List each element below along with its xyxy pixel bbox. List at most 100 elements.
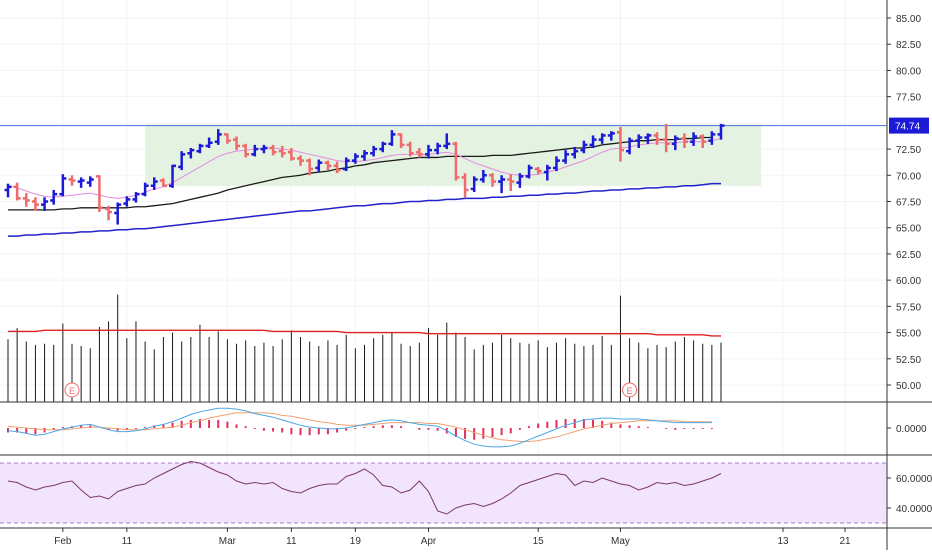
ohlc-bar xyxy=(59,174,67,197)
price-tick-label: 80.00 xyxy=(896,66,921,77)
ohlc-bar xyxy=(297,155,305,166)
ohlc-bar xyxy=(671,135,679,151)
ohlc-bar xyxy=(534,166,542,175)
ohlc-bar xyxy=(543,164,551,181)
x-tick-label: 19 xyxy=(350,536,362,547)
ohlc-bar xyxy=(690,132,698,146)
ma-mid-line xyxy=(8,136,712,211)
ohlc-bar xyxy=(278,145,286,158)
ohlc-bar xyxy=(132,192,140,203)
volume-ma-line xyxy=(8,329,721,337)
x-tick-label: 15 xyxy=(533,536,545,547)
x-tick-label: May xyxy=(611,536,630,547)
grid-lines xyxy=(0,0,887,528)
ohlc-bar xyxy=(223,133,231,144)
ohlc-bar xyxy=(31,197,39,211)
rsi-tick-label: 40.0000 xyxy=(896,504,932,515)
ohlc-bar xyxy=(86,176,94,187)
price-tick-label: 60.00 xyxy=(896,276,921,287)
ohlc-bar xyxy=(644,133,652,144)
x-tick-label: 11 xyxy=(286,536,297,547)
price-bars xyxy=(4,123,725,225)
ohlc-bar xyxy=(580,140,588,154)
ohlc-bar xyxy=(488,173,496,187)
ohlc-bar xyxy=(214,129,222,145)
rsi-line xyxy=(7,460,722,515)
price-tick-label: 55.00 xyxy=(896,329,921,340)
ohlc-bar xyxy=(434,142,442,155)
ma-slow-line xyxy=(8,182,721,237)
ohlc-bar xyxy=(708,131,716,145)
ohlc-bar xyxy=(41,197,49,211)
x-tick-label: 13 xyxy=(777,536,789,547)
ohlc-bar xyxy=(242,143,250,158)
earnings-label: E xyxy=(627,386,633,396)
ohlc-bar xyxy=(287,148,295,161)
range-box xyxy=(0,124,887,186)
ohlc-bar xyxy=(406,141,414,157)
ohlc-bar xyxy=(361,150,368,161)
ohlc-bar xyxy=(68,175,76,186)
rsi-panel xyxy=(0,460,887,524)
ohlc-bar xyxy=(653,132,661,145)
ohlc-bar xyxy=(461,173,469,198)
ohlc-bar xyxy=(233,136,241,151)
ohlc-bar xyxy=(680,133,688,149)
earnings-label: E xyxy=(69,386,75,396)
rsi-band xyxy=(0,463,887,523)
ohlc-bar xyxy=(315,159,323,173)
ohlc-bar xyxy=(22,193,30,207)
last-price-label: 74.74 xyxy=(895,122,920,133)
ohlc-bar xyxy=(717,123,725,140)
ohlc-bar xyxy=(4,183,12,198)
ohlc-bar xyxy=(470,176,478,193)
ohlc-bar xyxy=(507,174,515,192)
x-tick-label: Apr xyxy=(421,536,437,547)
ohlc-bar xyxy=(379,141,387,153)
ohlc-bar xyxy=(150,177,158,190)
x-tick-label: Feb xyxy=(54,536,72,547)
ohlc-bar xyxy=(562,150,570,164)
ohlc-bar xyxy=(452,141,460,181)
ohlc-bar xyxy=(13,182,21,201)
range-box-rect xyxy=(145,124,762,186)
ohlc-bar xyxy=(415,148,423,158)
ohlc-bar xyxy=(333,161,341,174)
ohlc-bar xyxy=(351,153,359,164)
ohlc-bar xyxy=(616,127,624,162)
price-tick-label: 85.00 xyxy=(896,14,921,25)
ohlc-bar xyxy=(205,137,213,149)
ohlc-bar xyxy=(598,133,606,144)
ohlc-bar xyxy=(324,160,332,171)
ohlc-bar xyxy=(196,143,204,154)
ohlc-bar xyxy=(50,189,58,205)
ohlc-bar xyxy=(662,123,670,153)
ohlc-bar xyxy=(141,182,149,197)
x-tick-label: Mar xyxy=(219,536,237,547)
ohlc-bar xyxy=(397,133,405,149)
ohlc-bar xyxy=(187,148,195,159)
ohlc-bar xyxy=(251,144,259,157)
price-tick-label: 67.50 xyxy=(896,198,921,209)
earnings-circle xyxy=(64,382,80,398)
ohlc-bar xyxy=(388,130,396,146)
ohlc-bar xyxy=(105,205,113,221)
x-tick-label: 11 xyxy=(122,536,133,547)
ohlc-bar xyxy=(77,177,85,188)
ohlc-bar xyxy=(178,151,186,171)
ohlc-bar xyxy=(635,134,643,149)
macd-line xyxy=(7,407,712,448)
macd-tick-label: 0.0000 xyxy=(896,424,927,435)
last-price-badge xyxy=(889,117,929,134)
ohlc-bar xyxy=(424,144,432,159)
ohlc-bar xyxy=(479,170,487,183)
ohlc-bar xyxy=(342,157,350,172)
ohlc-bar xyxy=(607,131,615,141)
ohlc-bar xyxy=(699,134,707,149)
ohlc-bar xyxy=(571,146,579,159)
earnings-circle xyxy=(622,382,638,398)
